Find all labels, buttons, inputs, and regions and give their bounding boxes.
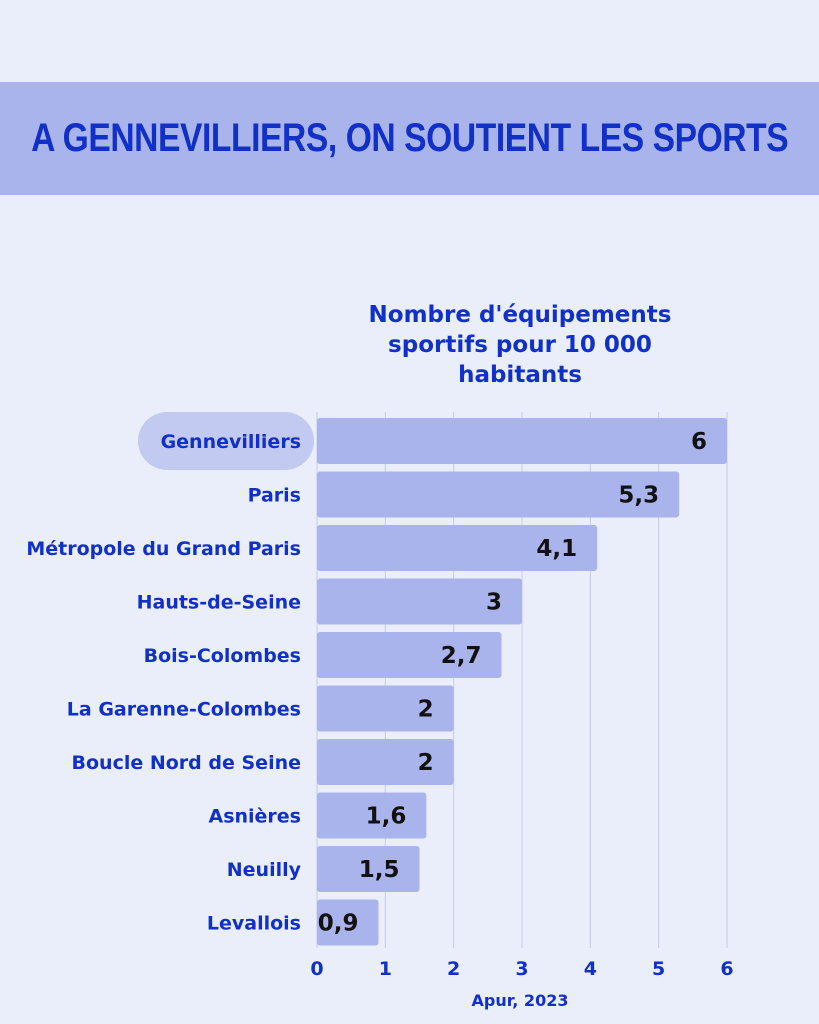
value-label-5: 2 (418, 697, 434, 723)
category-label-2: Métropole du Grand Paris (26, 538, 301, 560)
category-label-9: Levallois (207, 913, 301, 935)
bar-8 (317, 846, 420, 892)
category-label-5: La Garenne-Colombes (67, 699, 301, 721)
bar-2 (317, 525, 598, 571)
bar-9 (317, 899, 379, 946)
value-label-8: 1,5 (359, 857, 400, 883)
highlight-pill (138, 412, 314, 470)
x-tick-label-6: 6 (720, 958, 733, 980)
category-label-7: Asnières (208, 806, 301, 828)
source-note: Apur, 2023 (471, 991, 569, 1010)
value-label-9: 0,9 (318, 911, 359, 937)
bar-0 (317, 418, 727, 464)
bar-1 (317, 471, 680, 518)
category-label-1: Paris (248, 485, 301, 507)
title-banner: A GENNEVILLIERS, ON SOUTIENT LES SPORTS (0, 82, 819, 195)
x-tick-label-3: 3 (515, 958, 528, 980)
category-label-0: Gennevilliers (161, 431, 301, 453)
page-title: A GENNEVILLIERS, ON SOUTIENT LES SPORTS (30, 116, 789, 160)
x-tick-label-5: 5 (652, 958, 665, 980)
bar-6 (317, 739, 454, 785)
bar-4 (317, 632, 502, 678)
bar-7 (317, 792, 427, 839)
bar-5 (317, 685, 454, 732)
category-label-4: Bois-Colombes (144, 645, 301, 667)
value-label-2: 4,1 (536, 536, 577, 562)
value-label-0: 6 (691, 429, 707, 455)
value-label-6: 2 (418, 750, 434, 776)
chart-title: Nombre d'équipements sportifs pour 10 00… (368, 302, 672, 388)
bar-3 (317, 578, 522, 625)
x-tick-label-4: 4 (584, 958, 597, 980)
category-label-3: Hauts-de-Seine (137, 592, 301, 614)
category-label-8: Neuilly (227, 859, 302, 881)
value-label-4: 2,7 (441, 643, 482, 669)
x-tick-label-1: 1 (379, 958, 392, 980)
x-tick-label-0: 0 (310, 958, 323, 980)
x-tick-label-2: 2 (447, 958, 460, 980)
value-label-1: 5,3 (618, 483, 659, 509)
category-label-6: Boucle Nord de Seine (72, 752, 301, 774)
value-label-3: 3 (486, 590, 502, 616)
value-label-7: 1,6 (366, 804, 407, 830)
